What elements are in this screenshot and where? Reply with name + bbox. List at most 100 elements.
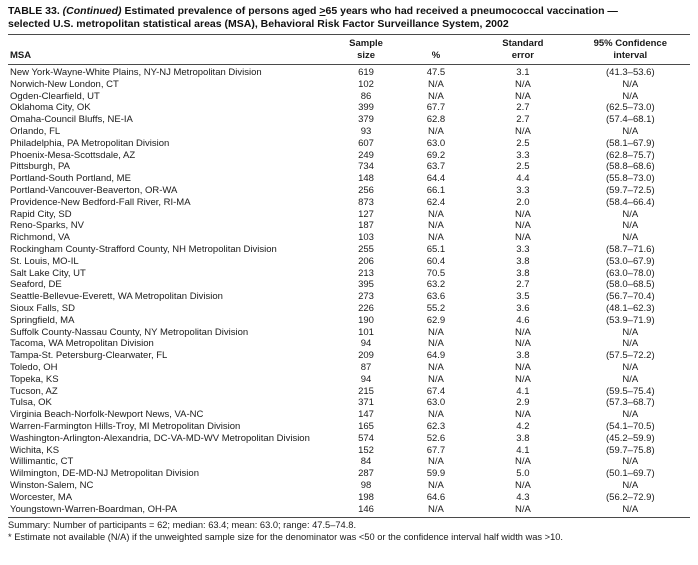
standard-error-cell: N/A [514,456,531,468]
table-row: Philadelphia, PA Metropolitan Division 60… [8,138,690,150]
confidence-interval-cell: N/A [622,479,639,491]
standard-error-cell: N/A [514,361,531,373]
percent-cell: 63.0 [426,397,446,409]
msa-cell: Portland-South Portland, ME [10,173,131,185]
table-row: St. Louis, MO-IL 206 60.4 3.8 (53.0–67.9) [8,256,690,268]
percent-cell: 62.9 [426,314,446,326]
standard-error-cell: 3.8 [516,432,530,444]
table-row: Toledo, OH 87 N/A N/A N/A [8,362,690,374]
msa-cell: Tacoma, WA Metropolitan Division [10,338,154,350]
table-row: Topeka, KS 94 N/A N/A N/A [8,374,690,386]
title-text-b: 65 years who had received a pneumococcal… [325,5,618,17]
confidence-interval-cell: N/A [622,326,639,338]
standard-error-cell: 3.8 [516,255,530,267]
table-row: Wichita, KS 152 67.7 4.1 (59.7–75.8) [8,445,690,457]
table-row: Springfield, MA 190 62.9 4.6 (53.9–71.9) [8,315,690,327]
msa-header: MSA [8,50,336,66]
sample-size-cell: 206 [358,255,374,267]
sample-size-cell: 148 [358,173,374,185]
msa-cell: St. Louis, MO-IL [10,255,79,267]
standard-error-cell: N/A [514,326,531,338]
percent-cell: 65.1 [426,243,446,255]
percent-cell: N/A [428,90,444,102]
sample-size-cell: 215 [358,385,374,397]
percent-cell: N/A [428,126,444,138]
standard-error-cell: N/A [514,409,531,421]
standard-error-cell: 3.1 [516,67,530,79]
confidence-interval-cell: N/A [570,503,690,519]
sample-size-header-line2: size [335,50,397,66]
sample-size-cell: 226 [358,302,374,314]
summary-line: Summary: Number of participants = 62; me… [8,520,357,531]
standard-error-cell: 3.3 [516,185,530,196]
sample-size-cell: 379 [358,114,374,126]
sample-size-cell: 165 [358,420,374,432]
confidence-interval-cell: (59.7–75.8) [606,444,655,456]
msa-header-spacer [8,35,335,50]
sample-size-cell: 93 [360,126,372,138]
prevalence-table: Sample Standard 95% Confidence MSA size … [8,34,690,519]
confidence-interval-cell: (45.2–59.9) [606,432,655,444]
percent-cell: N/A [428,456,444,468]
table-row: Wilmington, DE-MD-NJ Metropolitan Divisi… [8,468,690,480]
msa-cell: Worcester, MA [10,491,73,503]
msa-cell: Ogden-Clearfield, UT [10,90,100,102]
standard-error-cell: 4.1 [516,385,530,397]
standard-error-cell: N/A [514,373,531,385]
sample-size-cell: 249 [358,149,374,161]
msa-cell: Sioux Falls, SD [10,302,75,314]
standard-error-cell: 3.3 [516,243,530,255]
sample-size-cell: 574 [358,432,374,444]
confidence-interval-cell: N/A [622,338,639,350]
percent-cell: 66.1 [426,185,446,196]
standard-error-header-line1: Standard [502,38,544,50]
msa-cell: Topeka, KS [10,373,59,385]
standard-error-cell: 5.0 [516,468,530,480]
sample-size-cell: 213 [358,267,374,279]
table-row: Tucson, AZ 215 67.4 4.1 (59.5–75.4) [8,386,690,398]
standard-error-cell: 3.5 [516,291,530,303]
standard-error-cell: N/A [514,338,531,350]
percent-cell: N/A [396,503,476,519]
standard-error-cell: N/A [514,232,531,244]
confidence-interval-cell: N/A [622,409,639,421]
msa-cell: Winston-Salem, NC [10,479,94,491]
percent-cell: 67.4 [426,385,446,397]
title-text-a: Estimated prevalence of persons aged [124,5,317,17]
percent-cell: N/A [428,232,444,244]
standard-error-cell: 2.7 [516,114,530,126]
standard-error-cell: N/A [514,90,531,102]
table-row: Tacoma, WA Metropolitan Division 94 N/A N/A… [8,338,690,350]
percent-cell: N/A [428,409,444,421]
msa-cell: Richmond, VA [10,232,71,244]
confidence-interval-cell: (57.3–68.7) [606,397,655,409]
table-row: Reno-Sparks, NV 187 N/A N/A N/A [8,220,690,232]
standard-error-cell: N/A [514,220,531,232]
msa-cell: Springfield, MA [10,314,75,326]
msa-cell: Norwich-New London, CT [10,78,119,90]
confidence-interval-cell: (62.5–73.0) [606,102,655,114]
percent-cell: 63.0 [426,137,446,149]
confidence-interval-cell: (41.3–53.6) [606,67,655,79]
percent-cell: N/A [428,373,444,385]
table-row: Winston-Salem, NC 98 N/A N/A N/A [8,480,690,492]
table-header: Sample Standard 95% Confidence MSA size … [8,35,690,66]
msa-cell: Phoenix-Mesa-Scottsdale, AZ [10,149,136,161]
confidence-interval-cell: N/A [622,208,639,220]
sample-size-cell: 395 [358,279,374,291]
sample-size-cell: 734 [358,161,374,173]
msa-cell: New York-Wayne-White Plains, NY-NJ Metro… [10,67,262,79]
standard-error-cell: 2.7 [516,279,530,291]
percent-cell: 52.6 [426,432,446,444]
standard-error-cell: N/A [514,208,531,220]
table-continued-label: (Continued) [62,5,122,17]
percent-cell: 67.7 [426,444,446,456]
table-row: Oklahoma City, OK 399 67.7 2.7 (62.5–73.0) [8,102,690,114]
sample-size-cell: 87 [360,361,372,373]
sample-size-cell: 256 [358,185,374,196]
confidence-interval-cell: (50.1–69.7) [606,468,655,480]
standard-error-cell: N/A [514,479,531,491]
percent-cell: 69.2 [426,149,446,161]
confidence-interval-cell: N/A [622,456,639,468]
msa-cell: Rapid City, SD [10,208,72,220]
